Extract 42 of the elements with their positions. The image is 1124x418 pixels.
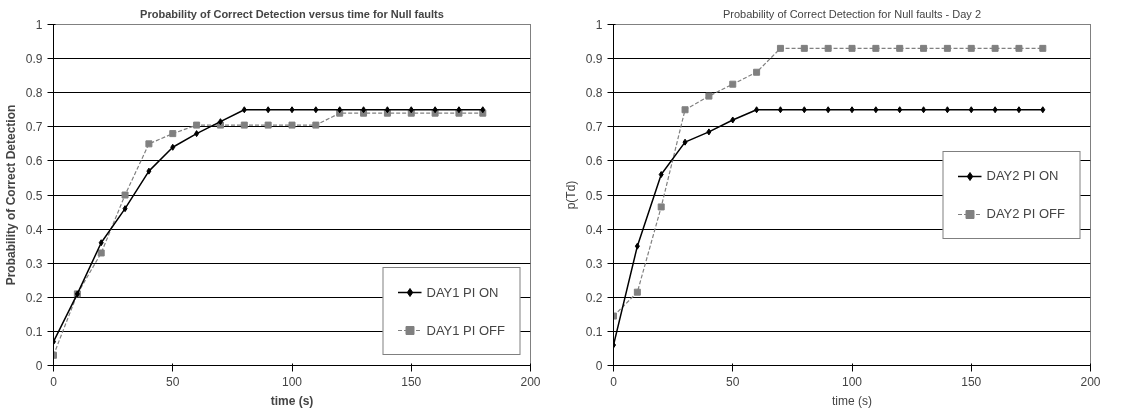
x-tick-label: 100 (841, 374, 863, 389)
x-tick-label: 0 (610, 374, 618, 389)
x-tick-label: 50 (726, 374, 740, 389)
y-tick-label: 0.4 (585, 222, 603, 237)
x-axis-title: time (s) (832, 393, 872, 408)
x-tick-label: 150 (401, 374, 422, 389)
y-tick-label: 0.2 (585, 290, 603, 305)
x-axis-title: time (s) (270, 393, 314, 408)
chart-title: Probability of Correct Detection versus time for Null faults (140, 7, 444, 20)
legend-label: DAY1 PI OFF (426, 322, 505, 338)
y-tick-label: 0.2 (25, 290, 43, 305)
y-axis-title: Probability of Correct Detection (3, 104, 18, 286)
legend-label: DAY1 PI ON (426, 284, 499, 300)
y-tick-label: 0.8 (585, 86, 603, 101)
y-tick-label: 0.7 (25, 120, 43, 135)
x-tick-label: 200 (520, 374, 541, 389)
y-tick-label: 0.3 (25, 256, 43, 271)
y-tick-label: 1 (35, 18, 43, 32)
x-tick-label: 150 (961, 374, 982, 389)
y-tick-label: 0.9 (25, 52, 43, 67)
y-tick-label: 0.1 (585, 324, 603, 339)
legend-label: DAY2 PI ON (986, 168, 1059, 183)
y-tick-label: 0.9 (585, 52, 603, 67)
x-tick-label: 0 (50, 374, 58, 389)
y-tick-label: 0.6 (585, 154, 603, 169)
chart-title: Probability of Correct Detection for Null faults - Day 2 (723, 7, 982, 20)
y-tick-label: 0 (595, 359, 603, 373)
y-tick-label: 0.1 (25, 324, 43, 339)
y-axis-title: p(Td) (563, 180, 578, 210)
y-tick-label: 0.6 (25, 154, 43, 169)
y-tick-label: 1 (595, 18, 603, 32)
y-tick-label: 0.3 (585, 256, 603, 271)
y-tick-label: 0.8 (25, 86, 43, 101)
x-tick-label: 50 (166, 374, 180, 389)
y-tick-label: 0.5 (585, 188, 603, 203)
x-tick-label: 100 (281, 374, 303, 389)
y-tick-label: 0.5 (25, 188, 43, 203)
y-tick-label: 0 (35, 359, 43, 373)
y-tick-label: 0.4 (25, 222, 43, 237)
y-tick-label: 0.7 (585, 120, 603, 135)
legend-label: DAY2 PI OFF (986, 206, 1065, 221)
x-tick-label: 200 (1080, 374, 1101, 389)
